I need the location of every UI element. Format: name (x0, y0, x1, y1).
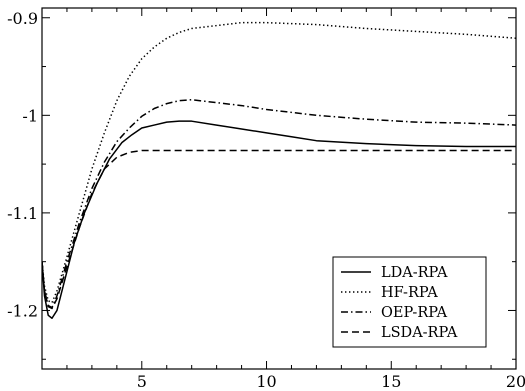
plot-frame (41, 7, 517, 370)
x-tick-label: 15 (381, 372, 401, 391)
x-tick-label: 5 (137, 372, 147, 391)
x-tick-label: 10 (256, 372, 276, 391)
legend: LDA-RPA HF-RPA OEP-RPA LSDA-RPA (332, 256, 487, 348)
axis-ticks (41, 8, 517, 369)
tick-labels: 5 10 15 20 -0.9 -1 -1.1 -1.2 (7, 9, 525, 391)
legend-label: LSDA-RPA (381, 325, 458, 341)
legend-label: OEP-RPA (381, 305, 448, 321)
y-tick-label: -0.9 (7, 9, 38, 28)
legend-label: LDA-RPA (381, 265, 448, 281)
y-tick-label: -1.1 (7, 204, 38, 223)
plot-area (42, 21, 516, 320)
series-line-lsda-rpa (42, 149, 516, 310)
series-line-oep-rpa (42, 98, 516, 309)
y-tick-label: -1.2 (7, 301, 38, 320)
y-tick-label: -1 (22, 106, 38, 125)
series-lines (42, 21, 516, 320)
legend-label: HF-RPA (381, 285, 438, 301)
series-line-lda-rpa (42, 120, 516, 320)
x-tick-label: 20 (506, 372, 525, 391)
